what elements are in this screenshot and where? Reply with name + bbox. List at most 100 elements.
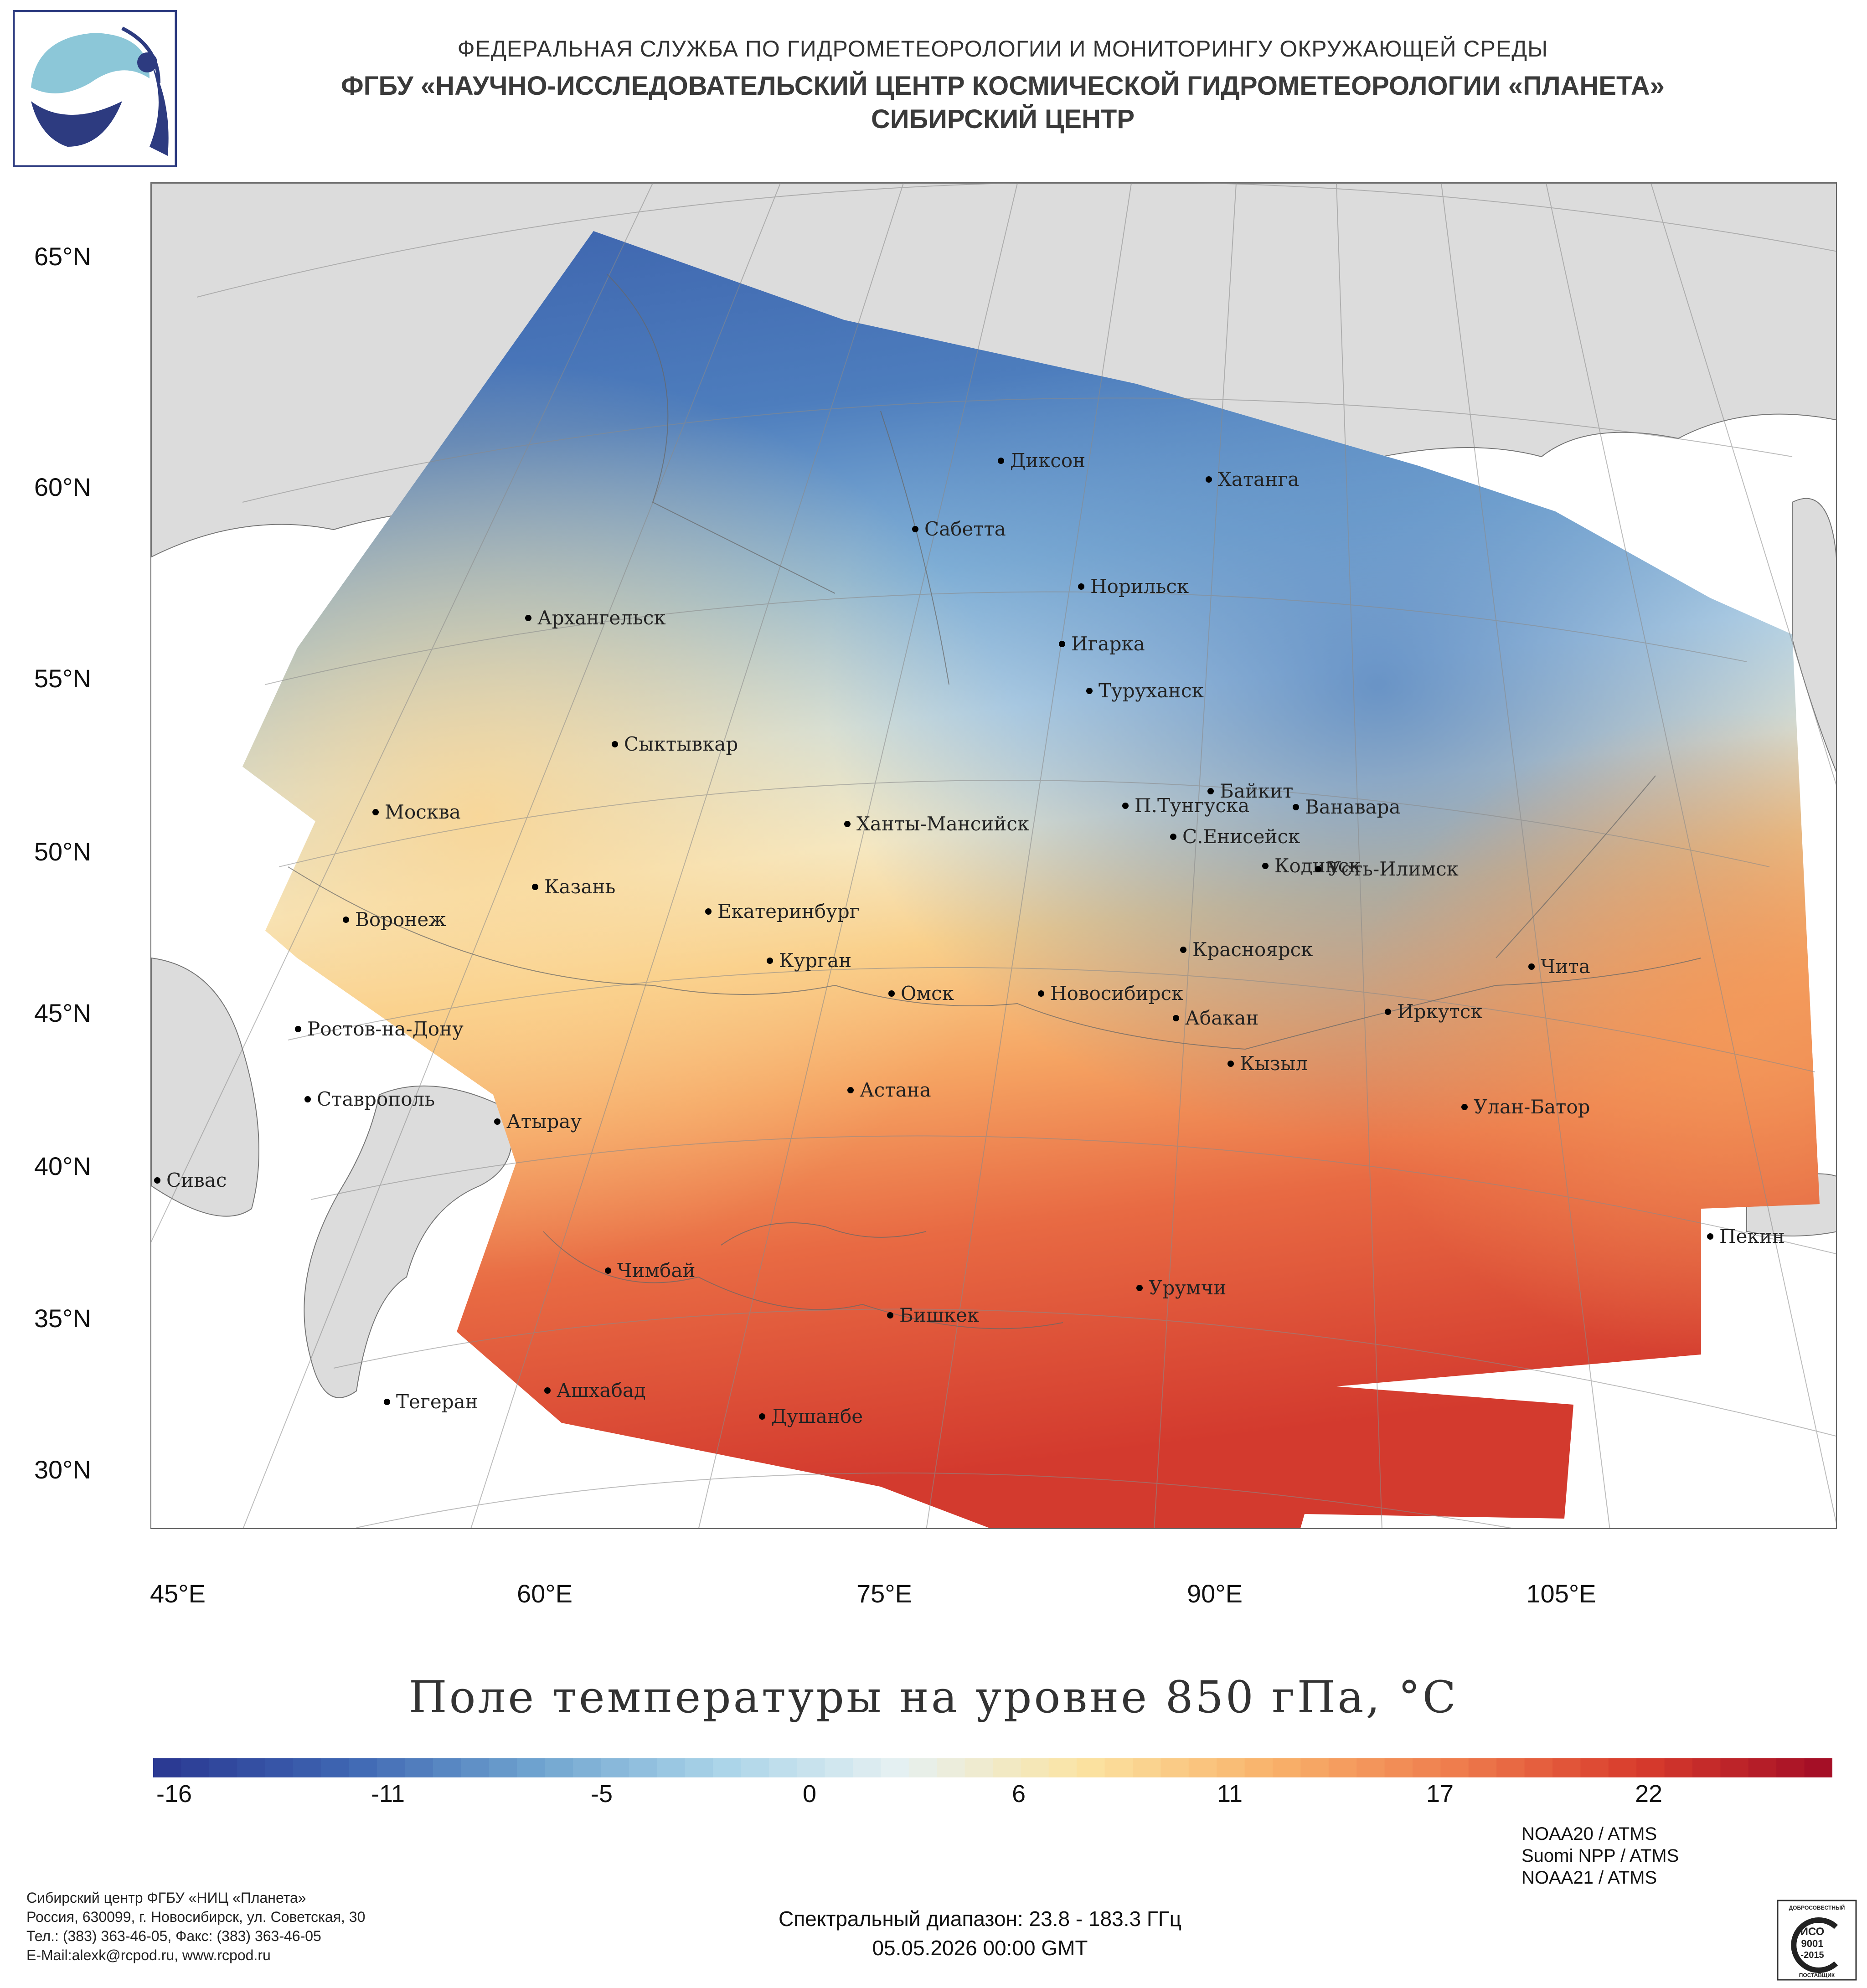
colorbar-segment: [433, 1758, 462, 1777]
lon-label: 90°E: [1186, 1579, 1243, 1608]
city-label: С.Енисейск: [1182, 825, 1300, 848]
colorbar-segment: [1636, 1758, 1665, 1777]
iso-certificate-icon: ДОБРОСОВЕСТНЫЙ ИСО 9001 -2015 ПОСТАВЩИК: [1777, 1900, 1857, 1981]
city-label: П.Тунгуска: [1135, 794, 1249, 817]
city-label: Улан-Батор: [1474, 1096, 1590, 1118]
colorbar-segment: [1413, 1758, 1441, 1777]
city-label: Пекин: [1719, 1225, 1785, 1247]
colorbar-segment: [1273, 1758, 1301, 1777]
colorbar-segment: [937, 1758, 965, 1777]
lat-label: 30°N: [34, 1455, 91, 1484]
colorbar-segment: [1748, 1758, 1777, 1777]
colorbar-segment: [768, 1758, 798, 1777]
city-label: Ашхабад: [557, 1379, 646, 1401]
colorbar-segment: [1580, 1758, 1609, 1777]
colorbar-segment: [573, 1758, 602, 1777]
city-label: Норильск: [1090, 575, 1189, 597]
city-label: Курган: [779, 949, 851, 972]
city-label: Сивас: [166, 1169, 227, 1191]
colorbar-segment: [517, 1758, 546, 1777]
colorbar-segment: [1048, 1758, 1078, 1777]
city-label: Игарка: [1071, 633, 1145, 655]
colorbar-segment: [1524, 1758, 1553, 1777]
city-label: Астана: [860, 1079, 931, 1101]
map-title: Поле температуры на уровне 850 гПа, °C: [408, 1672, 1459, 1723]
iso-bottom-text: ПОСТАВЩИК: [1799, 1972, 1835, 1978]
colorbar-tick: -16: [156, 1780, 192, 1808]
city-label: Архангельск: [537, 607, 666, 629]
iso-year-text: -2015: [1800, 1950, 1824, 1960]
colorbar-segment: [349, 1758, 378, 1777]
city-label: Тегеран: [396, 1391, 478, 1413]
colorbar-segment: [377, 1758, 406, 1777]
colorbar: [153, 1758, 1832, 1777]
colorbar-segment: [1664, 1758, 1693, 1777]
lat-label: 55°N: [34, 664, 91, 693]
colorbar-segment: [1468, 1758, 1497, 1777]
map-canvas: Диксон Хатанга Сабетта Норильск Архангел…: [151, 183, 1836, 1528]
colorbar-segment: [657, 1758, 686, 1777]
colorbar-segment: [825, 1758, 853, 1777]
colorbar-segment: [629, 1758, 658, 1777]
city-markers: Диксон Хатанга Сабетта Норильск Архангел…: [154, 449, 1785, 1427]
colorbar-segment: [713, 1758, 742, 1777]
colorbar-segment: [461, 1758, 490, 1777]
city-label: Казань: [544, 876, 615, 898]
satellite-item: NOAA21 / ATMS: [1521, 1868, 1657, 1888]
lat-label: 50°N: [34, 837, 91, 866]
city-label: Чимбай: [617, 1259, 695, 1282]
colorbar-segment: [1776, 1758, 1805, 1777]
iso-top-text: ДОБРОСОВЕСТНЫЙ: [1789, 1904, 1845, 1911]
colorbar-segment: [1328, 1758, 1357, 1777]
colorbar-segment: [293, 1758, 322, 1777]
temperature-map: Диксон Хатанга Сабетта Норильск Архангел…: [150, 182, 1837, 1529]
colorbar-segment: [1300, 1758, 1329, 1777]
header-agency: ФЕДЕРАЛЬНАЯ СЛУЖБА ПО ГИДРОМЕТЕОРОЛОГИИ …: [457, 36, 1548, 62]
city-label: Кызыл: [1240, 1052, 1308, 1075]
org-email: E-Mail:alexk@rcpod.ru, www.rcpod.ru: [26, 1947, 271, 1963]
colorbar-segment: [1356, 1758, 1385, 1777]
colorbar-segment: [1217, 1758, 1245, 1777]
city-label: Диксон: [1010, 449, 1085, 472]
colorbar-segment: [1720, 1758, 1749, 1777]
colorbar-segment: [1440, 1758, 1469, 1777]
colorbar-segment: [1244, 1758, 1273, 1777]
city-label: Ставрополь: [317, 1088, 435, 1110]
planeta-logo-icon: [13, 10, 177, 167]
city-label: Атырау: [506, 1110, 582, 1133]
lon-label: 105°E: [1526, 1579, 1596, 1608]
satellite-item: NOAA20 / ATMS: [1521, 1824, 1657, 1844]
colorbar-segment: [489, 1758, 518, 1777]
iso-main-text: ИСО: [1800, 1926, 1825, 1938]
colorbar-segment: [321, 1758, 350, 1777]
colorbar-segment: [1608, 1758, 1637, 1777]
colorbar-tick: -5: [590, 1780, 613, 1808]
colorbar-segment: [964, 1758, 993, 1777]
product-info: Спектральный диапазон: 23.8 - 183.3 ГГц …: [638, 1904, 1322, 1962]
lat-label: 35°N: [34, 1304, 91, 1333]
colorbar-segment: [908, 1758, 938, 1777]
satellite-list: NOAA20 / ATMS Suomi NPP / ATMS NOAA21 / …: [1521, 1823, 1679, 1889]
colorbar-segment: [685, 1758, 713, 1777]
city-label: Новосибирск: [1050, 982, 1183, 1004]
iso-number-text: 9001: [1801, 1938, 1824, 1949]
organization-contacts: Сибирский центр ФГБУ «НИЦ «Планета» Росс…: [26, 1888, 365, 1965]
colorbar-segment: [1104, 1758, 1133, 1777]
colorbar-segment: [265, 1758, 294, 1777]
lon-label: 75°E: [856, 1579, 913, 1608]
city-label: Душанбе: [771, 1405, 863, 1427]
colorbar-segment: [993, 1758, 1021, 1777]
colorbar-segment: [1692, 1758, 1721, 1777]
lat-label: 45°N: [34, 999, 91, 1027]
colorbar-segment: [1552, 1758, 1581, 1777]
colorbar-tick: 6: [1011, 1780, 1026, 1808]
spectral-range: Спектральный диапазон: 23.8 - 183.3 ГГц: [778, 1907, 1182, 1931]
city-label: Урумчи: [1149, 1277, 1226, 1299]
colorbar-segment: [741, 1758, 769, 1777]
header-center: СИБИРСКИЙ ЦЕНТР: [871, 104, 1135, 134]
colorbar-segment: [1804, 1758, 1832, 1777]
colorbar-segment: [1160, 1758, 1189, 1777]
org-address: Россия, 630099, г. Новосибирск, ул. Сове…: [26, 1909, 366, 1925]
colorbar-segment: [1188, 1758, 1217, 1777]
colorbar-tick: 22: [1635, 1780, 1663, 1808]
